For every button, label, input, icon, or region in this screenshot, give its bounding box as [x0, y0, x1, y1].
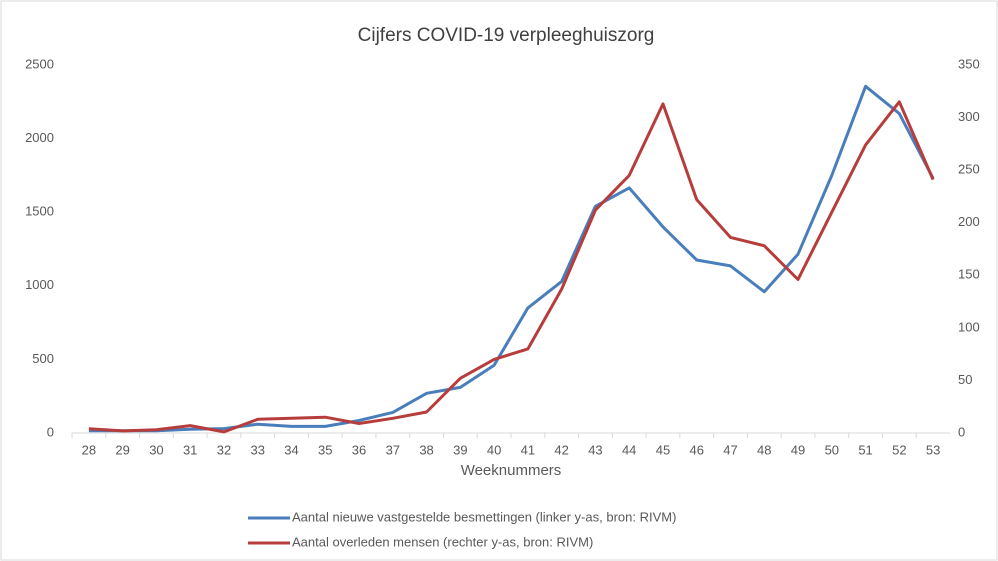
x-tick-label: 39 [453, 442, 467, 457]
x-tick-label: 37 [386, 442, 400, 457]
x-tick-label: 40 [487, 442, 501, 457]
x-tick-label: 36 [352, 442, 366, 457]
x-tick-label: 29 [115, 442, 129, 457]
x-tick-label: 31 [183, 442, 197, 457]
x-tick-label: 33 [250, 442, 264, 457]
x-tick-label: 38 [419, 442, 433, 457]
x-tick-label: 42 [554, 442, 568, 457]
x-axis-title: Weeknummers [461, 462, 562, 479]
y-tick-label: 1500 [25, 204, 54, 219]
y2-tick-label: 200 [958, 214, 980, 229]
y-tick-label: 1000 [25, 277, 54, 292]
x-tick-label: 51 [858, 442, 872, 457]
y-tick-label: 0 [47, 424, 54, 439]
x-tick-label: 44 [622, 442, 636, 457]
y2-tick-label: 300 [958, 109, 980, 124]
y-tick-label: 500 [32, 351, 54, 366]
y2-tick-label: 350 [958, 56, 980, 71]
y2-tick-label: 150 [958, 267, 980, 282]
x-tick-label: 30 [149, 442, 163, 457]
chart-title: Cijfers COVID-19 verpleeghuiszorg [358, 25, 655, 46]
x-tick-label: 52 [892, 442, 906, 457]
x-tick-label: 32 [217, 442, 231, 457]
y-tick-label: 2500 [25, 56, 54, 71]
x-tick-label: 45 [656, 442, 670, 457]
y2-tick-label: 0 [958, 424, 965, 439]
x-tick-label: 43 [588, 442, 602, 457]
y-tick-label: 2000 [25, 130, 54, 145]
series-line [88, 100, 935, 434]
x-tick-label: 48 [757, 442, 771, 457]
x-tick-label: 50 [825, 442, 839, 457]
series-line [88, 84, 935, 433]
x-tick-label: 53 [926, 442, 940, 457]
y2-tick-label: 250 [958, 162, 980, 177]
x-tick-label: 34 [284, 442, 298, 457]
x-tick-label: 41 [521, 442, 535, 457]
x-tick-label: 35 [318, 442, 332, 457]
y2-tick-label: 50 [958, 372, 972, 387]
legend-label: Aantal overleden mensen (rechter y-as, b… [292, 534, 593, 549]
x-tick-label: 28 [82, 442, 96, 457]
legend-label: Aantal nieuwe vastgestelde besmettingen … [292, 509, 676, 524]
x-tick-label: 49 [791, 442, 805, 457]
x-tick-label: 47 [723, 442, 737, 457]
x-tick-label: 46 [689, 442, 703, 457]
y2-tick-label: 100 [958, 319, 980, 334]
